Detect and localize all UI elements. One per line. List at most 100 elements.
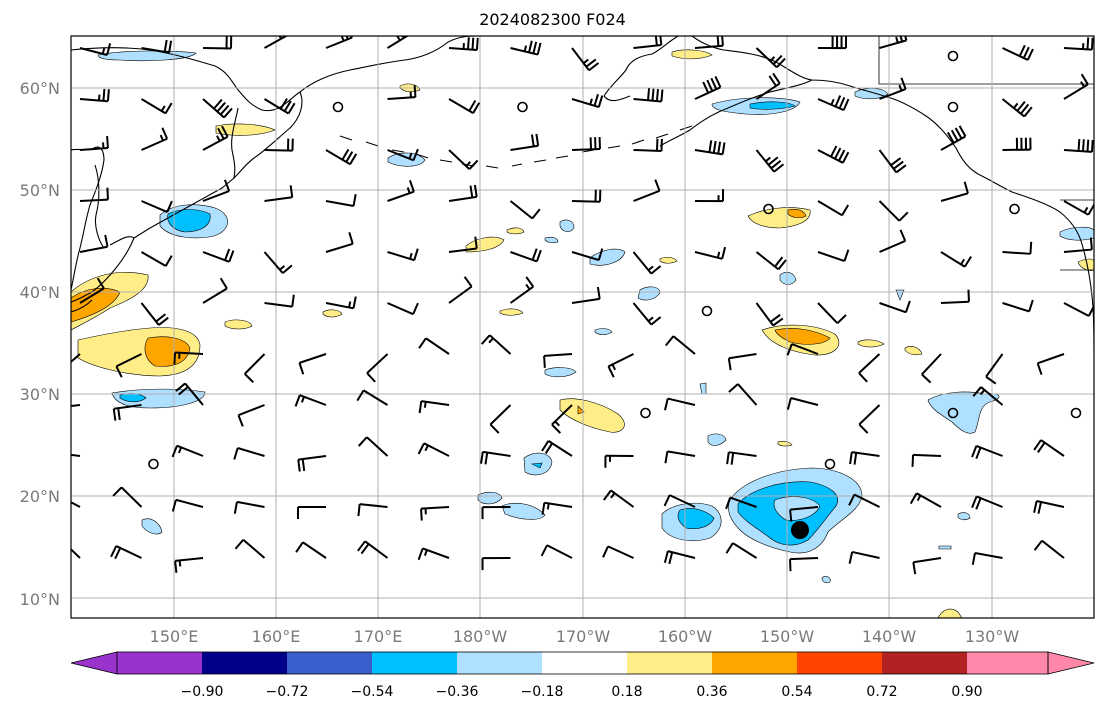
wind-barb (571, 189, 602, 203)
wind-barb (244, 353, 266, 384)
colorbar-tick-label: 0.90 (951, 684, 982, 700)
wind-barb (202, 36, 233, 50)
calm-wind-circle (701, 305, 713, 317)
negative-anomaly-mid-6 (779, 271, 797, 285)
wind-barb (387, 180, 415, 202)
negative-anomaly-alaska-core (749, 101, 796, 110)
wind-barb (786, 397, 819, 410)
wind-barb (571, 93, 604, 109)
lon-label: 160°E (252, 627, 301, 646)
wind-barb (297, 455, 327, 472)
negative-anomaly-mid-7 (544, 236, 559, 244)
wind-barb (571, 248, 604, 261)
wind-barb (726, 451, 757, 465)
wind-barb (1033, 439, 1065, 457)
colorbar-under-arrow (70, 651, 118, 675)
coastline-sakhalin (94, 164, 105, 249)
wind-barb (79, 43, 112, 56)
wind-barb (79, 277, 105, 304)
wind-barb (357, 503, 388, 517)
wind-barb (755, 47, 786, 69)
calm-wind-circle (517, 101, 528, 113)
wind-barb (755, 302, 784, 327)
negative-anomaly-mid-2 (637, 286, 661, 301)
wind-barb (448, 236, 478, 253)
positive-anomaly-subtropic (559, 398, 625, 433)
wind-barb (202, 277, 228, 304)
calm-wind-circle (824, 458, 836, 470)
lon-label: 150°E (150, 627, 199, 646)
wind-barb (755, 72, 781, 100)
wind-barb (727, 353, 757, 371)
wind-barb (448, 276, 473, 304)
wind-barb (633, 138, 663, 152)
wind-barb (417, 442, 450, 457)
positive-anomaly-small-8 (659, 256, 678, 264)
wind-barb (264, 185, 294, 202)
lat-label: 20°N (20, 487, 60, 506)
wind-barb (879, 229, 907, 253)
wind-barb (263, 98, 296, 115)
calm-wind-circle (148, 458, 159, 470)
wind-barb (940, 125, 967, 151)
wind-barb (879, 36, 908, 49)
wind-barb (264, 138, 294, 152)
colorbar-tick-label: −0.90 (181, 684, 224, 700)
colorbar-outline (116, 651, 1049, 675)
wind-barb (1033, 539, 1065, 559)
calm-wind-circle (763, 203, 774, 215)
colorbar-bin (542, 652, 628, 674)
wind-barb (233, 447, 265, 460)
wind-barb (112, 404, 142, 421)
negative-anomaly-trop-2 (477, 491, 503, 505)
negative-anomaly-north-1 (97, 50, 197, 62)
negative-anomaly-north-2 (854, 88, 889, 100)
wind-barb (202, 248, 235, 263)
colorbar-tick-label: 0.72 (866, 684, 897, 700)
colorbar-bin (372, 652, 458, 674)
wind-barb (602, 545, 634, 559)
wind-barb (294, 394, 327, 407)
positive-anomaly-east-edge (1077, 258, 1094, 271)
colorbar-bin (627, 652, 713, 674)
wind-barb (632, 302, 662, 326)
wind-barb (1002, 299, 1034, 313)
wind-barb (604, 454, 634, 468)
colorbar-tick-label: −0.72 (266, 684, 309, 700)
wind-barb (264, 294, 295, 308)
wind-barb (858, 404, 881, 434)
positive-anomaly-east-central-core (774, 328, 831, 345)
wind-barb (202, 98, 233, 119)
wind-barb (551, 404, 573, 434)
wind-barb (848, 493, 880, 508)
wind-barb (202, 179, 231, 202)
negative-anomaly-east-7 (938, 545, 952, 550)
colorbar-over-arrow (1047, 651, 1095, 675)
lon-label: 170°W (556, 627, 611, 646)
wind-barb (879, 77, 907, 100)
wind-barb (755, 149, 785, 173)
wind-barb (387, 85, 417, 100)
wind-barb (817, 302, 847, 324)
positive-anomaly-small-1 (224, 319, 253, 330)
wind-barb (79, 187, 109, 202)
colorbar-tick-label: −0.54 (351, 684, 394, 700)
wind-barb (325, 232, 354, 253)
positive-anomaly-small-10 (671, 49, 713, 60)
colorbar-bin (882, 652, 968, 674)
calm-wind-circle (332, 101, 344, 113)
wind-barb (694, 246, 727, 260)
negative-anomaly-mid-5 (594, 328, 613, 335)
negative-anomaly-hawaii-west-core (677, 508, 715, 529)
wind-barb (357, 436, 389, 457)
wind-barb (1002, 241, 1033, 255)
lon-label: 130°W (965, 627, 1020, 646)
colorbar-bin (202, 652, 288, 674)
colorbar-bin (967, 652, 1048, 674)
positive-anomaly-small-12 (937, 608, 963, 618)
wind-barb (448, 184, 478, 202)
calm-wind-circle (947, 50, 959, 62)
wind-barb (141, 39, 173, 54)
wind-barb (171, 444, 204, 458)
wind-barb (1063, 237, 1093, 253)
